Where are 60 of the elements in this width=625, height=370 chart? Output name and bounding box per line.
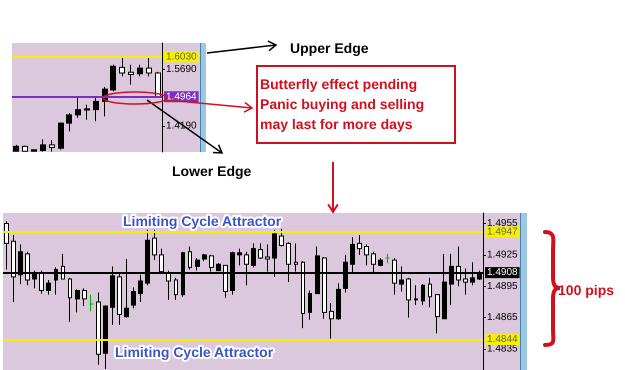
- candlestick: [84, 104, 90, 120]
- candlestick: [49, 140, 55, 152]
- candlestick: [329, 302, 334, 340]
- candlestick: [75, 288, 80, 313]
- candlestick: [128, 64, 134, 86]
- candlestick: [251, 242, 256, 268]
- candlestick: [202, 253, 207, 262]
- text: Lower Edge: [172, 163, 252, 179]
- candlestick: [82, 288, 87, 307]
- candlestick: [237, 248, 242, 266]
- ref-line-label: 1.4964: [166, 91, 198, 102]
- candlestick: [385, 253, 390, 264]
- candlestick: [378, 258, 383, 267]
- candlestick: [4, 220, 9, 270]
- candlestick: [22, 145, 28, 152]
- candlestick: [279, 228, 284, 247]
- candlestick: [364, 244, 369, 266]
- text: Upper Edge: [290, 40, 369, 56]
- annotation: Limiting Cycle Attractor: [123, 213, 282, 229]
- candlestick: [89, 294, 94, 312]
- candlestick: [13, 144, 19, 152]
- candlestick: [119, 57, 125, 77]
- candlestick: [137, 64, 143, 77]
- y-tick-label: 1.4895: [487, 280, 518, 292]
- candlestick: [258, 242, 263, 260]
- candlestick: [110, 64, 116, 92]
- candlestick: [46, 279, 51, 296]
- candlestick: [75, 98, 81, 118]
- candlestick: [428, 277, 432, 308]
- y-tick-label: 1.4925: [487, 249, 518, 260]
- candlestick: [40, 138, 46, 152]
- candlestick: [406, 277, 411, 318]
- y-tick-label: 1.4955: [487, 218, 518, 229]
- candlestick: [146, 57, 152, 77]
- ref-line-label: 1.4908: [487, 267, 518, 278]
- y-tick-label: 1.4865: [487, 312, 518, 324]
- candlestick: [357, 234, 362, 256]
- candlestick: [188, 246, 192, 270]
- candlestick: [336, 282, 341, 320]
- ref-line-label: 1.6030: [166, 51, 198, 62]
- text: 100 pips: [558, 282, 614, 298]
- candlestick: [174, 277, 178, 300]
- candlestick: [103, 304, 108, 370]
- ref-line-label: 1.4844: [487, 334, 518, 346]
- candlestick: [96, 292, 101, 366]
- candlestick: [66, 112, 72, 132]
- text: Butterfly effect pending Panic buying and selling may last for more days: [260, 76, 424, 132]
- candlestick: [31, 148, 37, 152]
- candlestick: [414, 284, 418, 306]
- annotation: Limiting Cycle Attractor: [115, 344, 274, 360]
- candlestick: [308, 290, 312, 320]
- ref-line-label: 1.4947: [487, 226, 518, 238]
- candlestick: [93, 96, 99, 122]
- y-tick-label: 1.5690: [166, 64, 198, 76]
- candlestick: [68, 277, 72, 322]
- candlestick: [58, 122, 64, 150]
- candlestick: [435, 294, 440, 334]
- candlestick: [421, 284, 425, 306]
- candlestick: [152, 229, 157, 261]
- candlestick: [131, 286, 136, 309]
